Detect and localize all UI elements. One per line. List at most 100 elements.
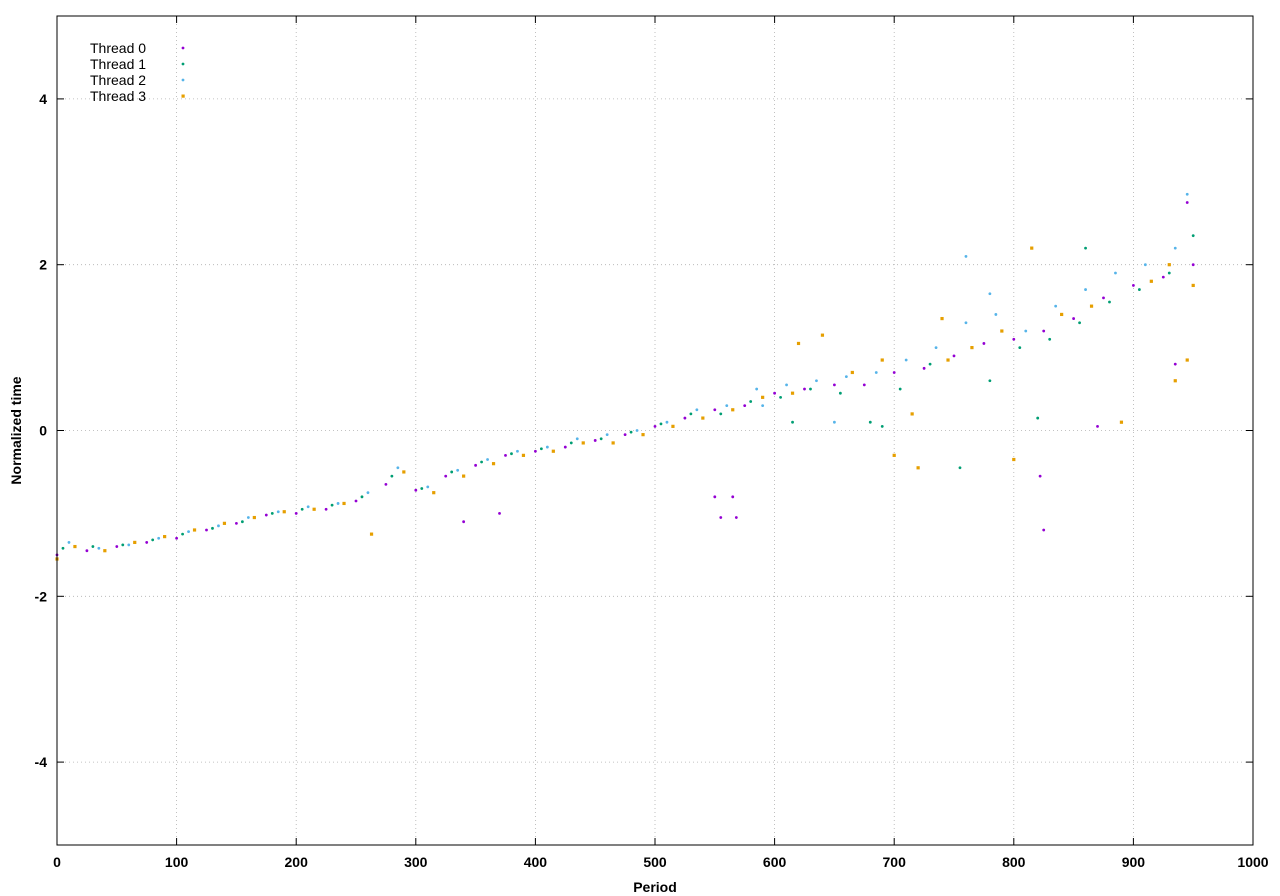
data-point — [360, 495, 364, 499]
data-point — [850, 370, 854, 375]
data-point — [731, 408, 735, 412]
data-point — [462, 474, 466, 478]
data-point — [671, 424, 675, 428]
x-tick-label: 900 — [1122, 854, 1146, 870]
legend-item: Thread 1 — [90, 56, 185, 72]
data-point — [276, 510, 280, 514]
data-point — [1191, 283, 1195, 288]
data-point — [222, 521, 227, 525]
data-point — [988, 292, 992, 296]
data-point — [952, 354, 956, 358]
data-point — [994, 313, 998, 316]
data-point — [844, 375, 848, 379]
axis-ticks: 0 100 200 300 400 500 600 700 800 900 1000 -4 -2 0 2 4 — [35, 16, 1269, 870]
data-point — [1024, 329, 1028, 333]
legend-marker — [181, 62, 185, 66]
x-tick-label: 300 — [404, 854, 428, 870]
data-point — [1132, 284, 1135, 287]
data-point — [862, 383, 866, 387]
data-point — [892, 371, 896, 374]
data-point — [605, 433, 609, 437]
data-point — [820, 333, 825, 337]
data-point — [611, 441, 615, 445]
data-point — [121, 543, 125, 547]
data-point — [1185, 192, 1189, 196]
data-point — [1038, 474, 1042, 478]
y-tick-label: 2 — [39, 257, 47, 273]
data-point — [480, 460, 483, 464]
legend-marker — [181, 46, 185, 50]
data-point — [880, 424, 884, 428]
data-point — [521, 453, 526, 457]
data-point — [934, 346, 938, 349]
data-point — [988, 379, 992, 383]
x-tick-label: 200 — [285, 854, 309, 870]
data-point — [145, 541, 149, 544]
data-point — [761, 404, 765, 408]
data-point — [982, 342, 986, 345]
legend-label: Thread 2 — [90, 72, 146, 88]
data-point — [1185, 201, 1189, 204]
x-tick-label: 100 — [165, 854, 189, 870]
data-point — [369, 532, 374, 536]
legend-item: Thread 3 — [90, 88, 185, 104]
y-tick-label: -4 — [35, 754, 48, 770]
x-tick-label: 800 — [1002, 854, 1026, 870]
data-point — [1173, 362, 1177, 366]
data-point — [779, 395, 782, 399]
data-point — [803, 387, 806, 391]
data-point — [689, 412, 693, 416]
data-point — [1143, 263, 1147, 267]
data-point — [1036, 416, 1040, 420]
data-point — [815, 379, 818, 383]
data-point — [252, 515, 256, 520]
data-point — [809, 387, 812, 391]
data-point — [270, 512, 274, 515]
series-1 — [61, 234, 1195, 550]
data-point — [1191, 263, 1195, 267]
data-point — [1060, 312, 1064, 317]
data-point — [205, 528, 208, 532]
data-point — [659, 422, 663, 426]
data-point — [575, 437, 579, 441]
data-point — [534, 449, 537, 453]
data-point — [181, 532, 184, 536]
data-point — [796, 341, 801, 346]
data-point — [713, 495, 717, 499]
data-point — [910, 412, 914, 416]
data-point — [235, 521, 238, 525]
data-point — [833, 420, 836, 424]
data-point — [581, 441, 585, 445]
data-point — [1078, 321, 1081, 325]
data-point — [701, 416, 705, 420]
data-point — [264, 513, 268, 517]
data-point — [246, 516, 250, 519]
data-point — [563, 445, 567, 449]
legend-marker — [181, 78, 185, 82]
data-point — [85, 549, 89, 553]
data-point — [880, 358, 884, 362]
data-point — [731, 495, 735, 499]
data-point — [791, 420, 794, 424]
data-point — [790, 391, 795, 395]
data-point — [755, 387, 759, 391]
data-point — [964, 255, 968, 258]
data-point — [946, 358, 950, 362]
data-point — [462, 520, 466, 524]
data-point — [641, 433, 645, 437]
data-point — [1012, 337, 1016, 341]
data-point — [187, 530, 190, 534]
data-point — [1096, 424, 1099, 428]
data-point — [1084, 246, 1087, 250]
data-point — [833, 383, 836, 387]
data-point — [1089, 304, 1094, 308]
data-point — [1054, 304, 1058, 308]
data-point — [629, 430, 633, 434]
x-tick-label: 400 — [524, 854, 548, 870]
data-point — [211, 526, 214, 530]
data-point — [898, 387, 902, 391]
data-point — [384, 482, 388, 486]
data-point — [874, 371, 878, 374]
y-tick-label: 0 — [39, 423, 47, 439]
